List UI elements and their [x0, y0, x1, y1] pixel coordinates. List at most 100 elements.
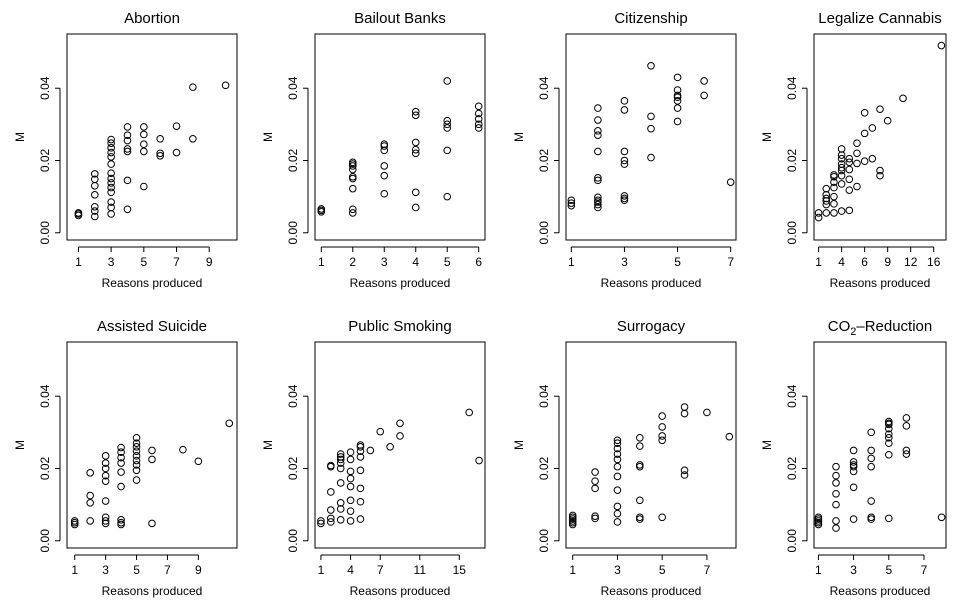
- data-point: [591, 477, 599, 485]
- y-tick-label: 0.00: [785, 221, 799, 245]
- data-point: [849, 515, 858, 523]
- panel-5: Assisted Suicide 1 3 5 7 9 Reasons produced 0.0…: [13, 318, 238, 598]
- data-point: [140, 182, 148, 191]
- x-tick-label: 5: [674, 255, 681, 269]
- x-axis-label: Reasons produced: [601, 276, 702, 290]
- data-point: [613, 462, 622, 471]
- data-point: [101, 452, 110, 460]
- data-point: [411, 188, 420, 197]
- data-point: [868, 124, 877, 132]
- data-point: [876, 166, 884, 175]
- data-point: [123, 123, 132, 131]
- data-point: [636, 513, 644, 522]
- data-point: [380, 140, 389, 149]
- x-tick-label: 7: [164, 563, 171, 577]
- data-point: [156, 135, 164, 143]
- data-point: [348, 158, 357, 167]
- data-point: [867, 446, 876, 455]
- data-point: [123, 136, 132, 145]
- data-point: [101, 471, 110, 480]
- data-point: [658, 436, 666, 445]
- data-point: [647, 124, 655, 133]
- data-point: [594, 174, 602, 182]
- x-tick-label: 5: [444, 255, 451, 269]
- y-tick-label: 0.04: [286, 384, 300, 408]
- data-point: [86, 499, 94, 507]
- data-point: [937, 513, 946, 522]
- data-point: [356, 515, 365, 523]
- data-point: [474, 109, 483, 118]
- data-point: [117, 518, 125, 527]
- data-point: [567, 199, 576, 207]
- x-axis-label: Reasons produced: [350, 584, 451, 598]
- x-tick-label: 16: [927, 255, 941, 269]
- data-point: [837, 171, 846, 180]
- data-point: [591, 512, 599, 520]
- data-point: [336, 453, 345, 461]
- data-point: [101, 517, 110, 525]
- data-point: [636, 442, 644, 450]
- x-tick-label: 5: [140, 255, 147, 269]
- data-point: [317, 205, 326, 213]
- data-point: [673, 104, 682, 112]
- data-point: [346, 467, 355, 476]
- panel-title: Abortion: [124, 10, 180, 27]
- data-point: [123, 205, 132, 214]
- data-point: [107, 148, 115, 157]
- data-point: [107, 188, 115, 197]
- y-tick-label: 0.00: [785, 529, 799, 553]
- data-point: [317, 519, 325, 528]
- data-point: [845, 165, 854, 174]
- data-point: [443, 116, 452, 125]
- data-point: [346, 448, 355, 457]
- x-tick-label: 2: [349, 255, 356, 269]
- data-point: [636, 433, 644, 442]
- data-point: [132, 461, 141, 469]
- data-point: [86, 469, 94, 477]
- data-point: [356, 466, 365, 475]
- data-point: [336, 479, 345, 487]
- data-point: [613, 486, 622, 494]
- x-tick-label: 1: [318, 563, 325, 577]
- x-tick-label: 3: [381, 255, 388, 269]
- data-point: [475, 456, 483, 465]
- data-point: [179, 445, 187, 454]
- data-point: [443, 77, 452, 85]
- plot-frame: [565, 33, 737, 241]
- x-tick-label: 3: [621, 255, 628, 269]
- data-point: [594, 104, 602, 112]
- data-point: [594, 176, 602, 185]
- data-point: [117, 468, 125, 476]
- data-point: [117, 516, 125, 524]
- plot-frame: [813, 33, 947, 241]
- panel-title: Surrogacy: [617, 318, 686, 335]
- data-point: [832, 500, 840, 509]
- data-point: [822, 209, 831, 217]
- y-tick-label: 0.00: [38, 221, 52, 245]
- data-point: [885, 514, 893, 523]
- data-point: [336, 499, 345, 507]
- data-point: [474, 120, 483, 129]
- data-point: [117, 443, 125, 452]
- x-tick-label: 7: [704, 563, 711, 577]
- data-point: [868, 154, 877, 163]
- panel-title-subscript: 2: [850, 326, 856, 338]
- data-point: [132, 439, 141, 447]
- data-point: [832, 479, 840, 487]
- y-axis-label: M: [13, 132, 27, 142]
- data-point: [140, 140, 148, 149]
- data-point: [148, 446, 156, 455]
- data-point: [107, 144, 115, 152]
- data-point: [837, 160, 846, 168]
- data-point: [899, 94, 907, 103]
- data-point: [902, 450, 911, 458]
- x-tick-label: 15: [453, 563, 467, 577]
- x-axis-label: Reasons produced: [830, 584, 931, 598]
- x-tick-label: 7: [377, 563, 384, 577]
- x-tick-label: 3: [108, 255, 115, 269]
- panel-title-main: CO: [828, 318, 851, 335]
- x-axis-label: Reasons produced: [102, 276, 203, 290]
- data-point: [194, 457, 203, 466]
- data-point: [594, 203, 602, 212]
